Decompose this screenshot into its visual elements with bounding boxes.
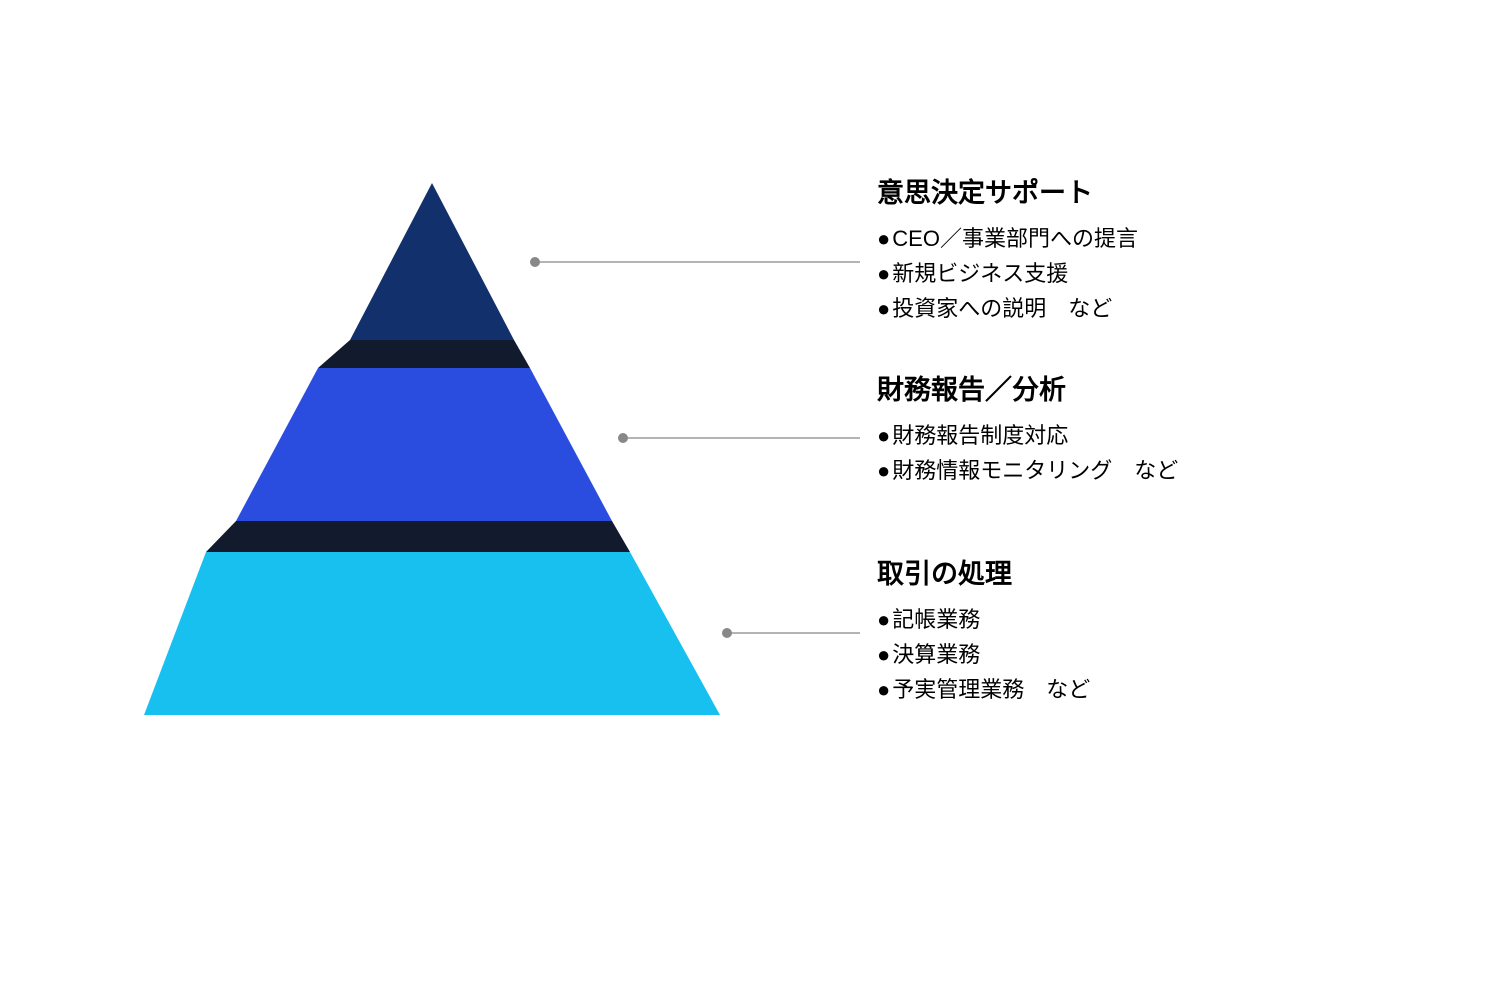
label-title-top: 意思決定サポート bbox=[877, 176, 1138, 211]
label-title-middle: 財務報告／分析 bbox=[877, 373, 1178, 408]
pyramid-tier-middle-face bbox=[236, 368, 612, 521]
label-group-bottom: 取引の処理● 記帳業務● 決算業務● 予実管理業務 など bbox=[877, 557, 1090, 708]
label-item-text-bottom-1: 決算業務 bbox=[892, 642, 980, 667]
label-item-text-top-0: CEO／事業部門への提言 bbox=[892, 226, 1138, 251]
bullet-icon: ● bbox=[877, 672, 890, 707]
label-item-text-top-2: 投資家への説明 など bbox=[892, 296, 1112, 321]
label-group-top: 意思決定サポート● CEO／事業部門への提言● 新規ビジネス支援● 投資家への説… bbox=[877, 176, 1138, 327]
pyramid-svg bbox=[0, 0, 1500, 1000]
label-item-text-top-1: 新規ビジネス支援 bbox=[892, 261, 1068, 286]
bullet-icon: ● bbox=[877, 256, 890, 291]
bullet-icon: ● bbox=[877, 221, 890, 256]
label-item-bottom-2: ● 予実管理業務 など bbox=[877, 672, 1090, 707]
connector-dot-top bbox=[530, 257, 540, 267]
label-group-middle: 財務報告／分析● 財務報告制度対応● 財務情報モニタリング など bbox=[877, 373, 1178, 488]
connector-dot-middle bbox=[618, 433, 628, 443]
bullet-icon: ● bbox=[877, 291, 890, 326]
label-item-text-middle-1: 財務情報モニタリング など bbox=[892, 458, 1178, 483]
bullet-icon: ● bbox=[877, 602, 890, 637]
pyramid-tier-top-shadow bbox=[318, 340, 530, 368]
label-item-bottom-1: ● 決算業務 bbox=[877, 637, 1090, 672]
label-item-middle-0: ● 財務報告制度対応 bbox=[877, 418, 1178, 453]
label-item-text-bottom-0: 記帳業務 bbox=[892, 607, 980, 632]
label-item-top-1: ● 新規ビジネス支援 bbox=[877, 256, 1138, 291]
pyramid-infographic: 意思決定サポート● CEO／事業部門への提言● 新規ビジネス支援● 投資家への説… bbox=[0, 0, 1500, 1000]
pyramid-tier-top-face bbox=[350, 183, 514, 340]
label-item-text-bottom-2: 予実管理業務 など bbox=[892, 677, 1090, 702]
label-item-middle-1: ● 財務情報モニタリング など bbox=[877, 453, 1178, 488]
label-item-text-middle-0: 財務報告制度対応 bbox=[892, 423, 1068, 448]
connector-dot-bottom bbox=[722, 628, 732, 638]
pyramid-tier-bottom-face bbox=[144, 552, 720, 715]
bullet-icon: ● bbox=[877, 453, 890, 488]
label-item-bottom-0: ● 記帳業務 bbox=[877, 602, 1090, 637]
pyramid-tier-middle-shadow bbox=[206, 521, 630, 552]
bullet-icon: ● bbox=[877, 418, 890, 453]
label-title-bottom: 取引の処理 bbox=[877, 557, 1090, 592]
bullet-icon: ● bbox=[877, 637, 890, 672]
label-item-top-2: ● 投資家への説明 など bbox=[877, 291, 1138, 326]
label-item-top-0: ● CEO／事業部門への提言 bbox=[877, 221, 1138, 256]
